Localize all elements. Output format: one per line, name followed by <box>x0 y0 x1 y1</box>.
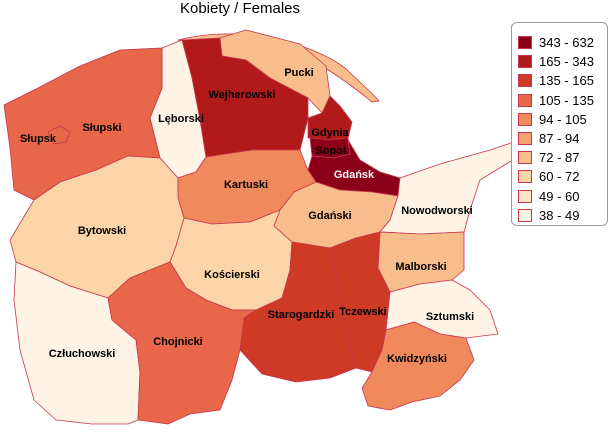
label-chojnicki: Chojnicki <box>153 336 203 348</box>
legend-item: 343 - 632 <box>518 33 607 52</box>
legend-label: 135 - 165 <box>539 73 594 89</box>
legend: 343 - 632 165 - 343 135 - 165 105 - 135 … <box>511 22 608 226</box>
label-wejherowski: Wejherowski <box>208 89 275 101</box>
label-malborski: Malborski <box>395 261 446 273</box>
region-kwidzynski[interactable] <box>361 321 475 411</box>
legend-label: 38 - 49 <box>539 207 580 223</box>
legend-label: 60 - 72 <box>539 169 580 185</box>
legend-swatch <box>518 55 532 69</box>
label-starogardzki: Starogardzki <box>268 309 335 321</box>
legend-item: 105 - 135 <box>518 91 607 110</box>
legend-swatch <box>518 74 532 88</box>
legend-label: 87 - 94 <box>539 131 580 147</box>
legend-label: 105 - 135 <box>539 92 594 108</box>
legend-item: 135 - 165 <box>518 71 607 90</box>
legend-label: 49 - 60 <box>539 188 580 204</box>
label-sopot: Sopot <box>315 145 346 157</box>
legend-item: 165 - 343 <box>518 52 607 71</box>
legend-item: 72 - 87 <box>518 148 607 167</box>
legend-swatch <box>518 112 532 126</box>
legend-item: 94 - 105 <box>518 110 607 129</box>
label-nowodworski: Nowodworski <box>401 205 473 217</box>
label-slupski: Słupski <box>82 122 121 134</box>
legend-label: 343 - 632 <box>539 35 594 51</box>
legend-item: 38 - 49 <box>518 206 607 225</box>
map-title: Kobiety / Females <box>179 0 301 17</box>
legend-swatch <box>518 132 532 146</box>
label-koscierski: Kościerski <box>204 269 260 281</box>
label-leborski: Lęborski <box>158 113 204 125</box>
legend-swatch <box>518 208 532 222</box>
region-slupsk[interactable] <box>47 125 71 145</box>
label-slupsk: Słupsk <box>20 133 57 145</box>
legend-swatch <box>518 170 532 184</box>
label-kartuski: Kartuski <box>224 179 268 191</box>
label-bytowski: Bytowski <box>78 225 126 237</box>
region-chojnicki[interactable] <box>107 261 257 425</box>
label-gdansk: Gdańsk <box>334 169 375 181</box>
legend-label: 94 - 105 <box>539 111 587 127</box>
legend-swatch <box>518 189 532 203</box>
label-czluchowski: Człuchowski <box>49 348 116 360</box>
legend-item: 60 - 72 <box>518 167 607 186</box>
label-sztumski: Sztumski <box>426 311 474 323</box>
legend-swatch <box>518 151 532 165</box>
label-pucki: Pucki <box>284 67 313 79</box>
region-nowodworski[interactable] <box>379 135 531 235</box>
label-gdanski: Gdański <box>308 210 351 222</box>
legend-swatch <box>518 36 532 50</box>
legend-swatch <box>518 93 532 107</box>
legend-item: 87 - 94 <box>518 129 607 148</box>
legend-label: 72 - 87 <box>539 150 580 166</box>
label-kwidzynski: Kwidzyński <box>387 353 447 365</box>
legend-label: 165 - 343 <box>539 54 594 70</box>
legend-item: 49 - 60 <box>518 187 607 206</box>
label-tczewski: Tczewski <box>339 306 387 318</box>
label-gdynia: Gdynia <box>311 127 349 139</box>
